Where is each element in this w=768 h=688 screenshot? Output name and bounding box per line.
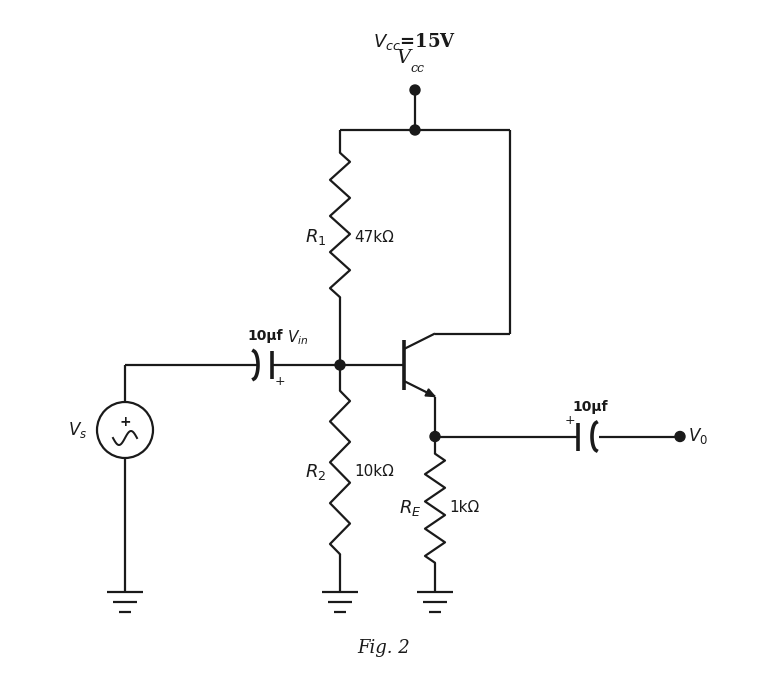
Circle shape xyxy=(410,85,420,95)
Text: 10μf: 10μf xyxy=(572,400,607,414)
Text: V: V xyxy=(396,49,410,67)
Text: 47kΩ: 47kΩ xyxy=(354,230,394,244)
Circle shape xyxy=(410,125,420,135)
Circle shape xyxy=(675,431,685,442)
Text: $R_2$: $R_2$ xyxy=(305,462,326,482)
Text: $R_1$: $R_1$ xyxy=(305,227,326,247)
Circle shape xyxy=(335,360,345,370)
Text: cc: cc xyxy=(410,62,424,75)
Text: $V_0$: $V_0$ xyxy=(688,427,708,447)
Text: $V_{in}$: $V_{in}$ xyxy=(287,328,309,347)
Text: $V_{cc}$=15V: $V_{cc}$=15V xyxy=(373,31,456,52)
Circle shape xyxy=(430,431,440,442)
Text: +: + xyxy=(564,413,575,427)
Text: $V_s$: $V_s$ xyxy=(68,420,87,440)
Text: +: + xyxy=(119,415,131,429)
Text: 10μf: 10μf xyxy=(247,329,283,343)
Text: Fig. 2: Fig. 2 xyxy=(358,639,410,657)
Text: 10kΩ: 10kΩ xyxy=(354,464,394,480)
Polygon shape xyxy=(425,389,435,396)
Text: +: + xyxy=(275,375,286,388)
Text: $R_E$: $R_E$ xyxy=(399,498,421,518)
Text: 1kΩ: 1kΩ xyxy=(449,500,479,515)
